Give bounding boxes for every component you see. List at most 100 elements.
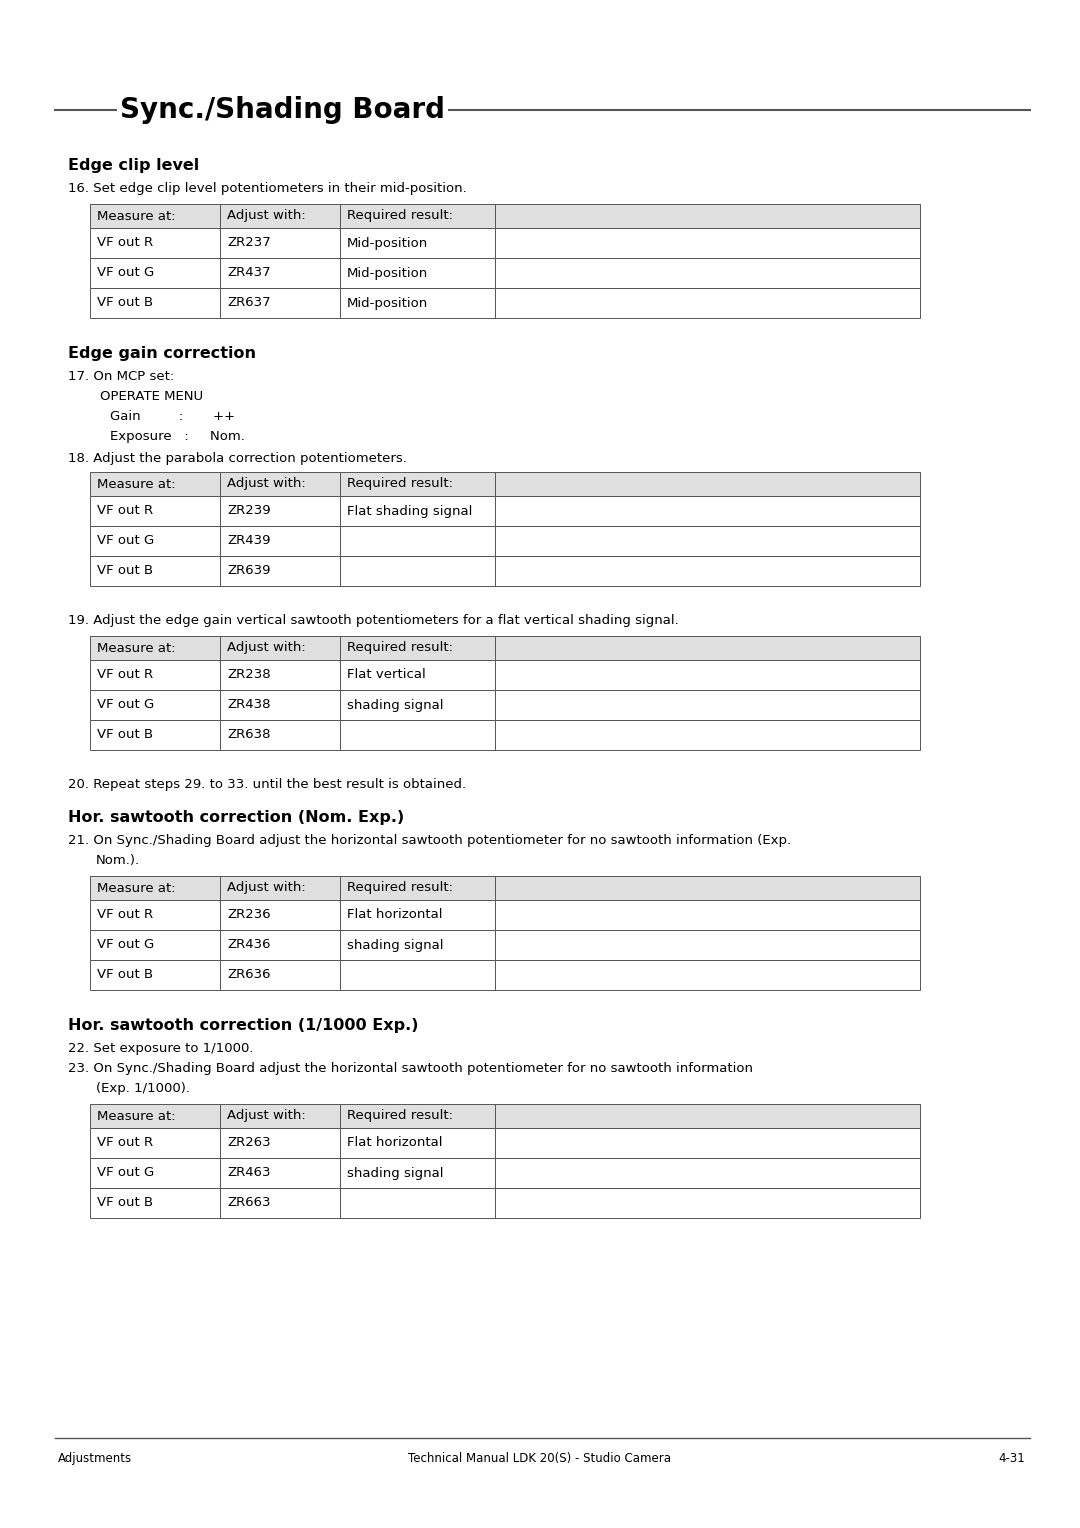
Bar bbox=[90, 526, 220, 556]
Text: ZR636: ZR636 bbox=[227, 969, 270, 981]
Text: Measure at:: Measure at: bbox=[97, 1109, 176, 1123]
Bar bbox=[90, 497, 220, 526]
Text: 22. Set exposure to 1/1000.: 22. Set exposure to 1/1000. bbox=[68, 1042, 254, 1054]
Bar bbox=[90, 876, 220, 900]
Bar bbox=[495, 636, 920, 660]
Bar bbox=[340, 876, 495, 900]
Text: VF out R: VF out R bbox=[97, 237, 153, 249]
Bar bbox=[90, 287, 220, 318]
Text: ZR239: ZR239 bbox=[227, 504, 271, 518]
Bar bbox=[90, 691, 220, 720]
Bar bbox=[220, 636, 340, 660]
Text: Sync./Shading Board: Sync./Shading Board bbox=[120, 96, 445, 124]
Bar bbox=[340, 497, 495, 526]
Text: Flat horizontal: Flat horizontal bbox=[347, 909, 443, 921]
Bar bbox=[90, 556, 220, 587]
Bar bbox=[220, 931, 340, 960]
Text: 21. On Sync./Shading Board adjust the horizontal sawtooth potentiometer for no s: 21. On Sync./Shading Board adjust the ho… bbox=[68, 834, 792, 847]
Bar bbox=[495, 1158, 920, 1187]
Bar bbox=[495, 1128, 920, 1158]
Bar bbox=[90, 720, 220, 750]
Bar bbox=[220, 556, 340, 587]
Text: VF out B: VF out B bbox=[97, 969, 153, 981]
Text: shading signal: shading signal bbox=[347, 1166, 444, 1180]
Text: Required result:: Required result: bbox=[347, 1109, 453, 1123]
Bar bbox=[340, 960, 495, 990]
Bar bbox=[220, 1158, 340, 1187]
Text: Hor. sawtooth correction (1/1000 Exp.): Hor. sawtooth correction (1/1000 Exp.) bbox=[68, 1018, 419, 1033]
Text: 4-31: 4-31 bbox=[998, 1452, 1025, 1465]
Text: VF out G: VF out G bbox=[97, 698, 154, 712]
Bar bbox=[220, 205, 340, 228]
Bar bbox=[340, 720, 495, 750]
Text: Adjust with:: Adjust with: bbox=[227, 642, 306, 654]
Bar bbox=[340, 1105, 495, 1128]
Text: ZR637: ZR637 bbox=[227, 296, 271, 310]
Text: Adjust with:: Adjust with: bbox=[227, 477, 306, 490]
Bar bbox=[90, 636, 220, 660]
Text: VF out G: VF out G bbox=[97, 535, 154, 547]
Bar bbox=[495, 228, 920, 258]
Text: shading signal: shading signal bbox=[347, 698, 444, 712]
Bar bbox=[340, 636, 495, 660]
Text: shading signal: shading signal bbox=[347, 938, 444, 952]
Bar bbox=[495, 931, 920, 960]
Text: Exposure   :     Nom.: Exposure : Nom. bbox=[110, 429, 245, 443]
Text: Required result:: Required result: bbox=[347, 477, 453, 490]
Bar bbox=[495, 1187, 920, 1218]
Bar bbox=[90, 931, 220, 960]
Text: ZR236: ZR236 bbox=[227, 909, 271, 921]
Text: 20. Repeat steps 29. to 33. until the best result is obtained.: 20. Repeat steps 29. to 33. until the be… bbox=[68, 778, 467, 792]
Bar bbox=[220, 472, 340, 497]
Bar bbox=[495, 258, 920, 287]
Bar bbox=[340, 526, 495, 556]
Text: Edge clip level: Edge clip level bbox=[68, 157, 199, 173]
Bar bbox=[220, 287, 340, 318]
Text: Required result:: Required result: bbox=[347, 882, 453, 894]
Text: Mid-position: Mid-position bbox=[347, 266, 429, 280]
Text: Measure at:: Measure at: bbox=[97, 882, 176, 894]
Text: VF out B: VF out B bbox=[97, 729, 153, 741]
Text: 17. On MCP set:: 17. On MCP set: bbox=[68, 370, 174, 384]
Text: 16. Set edge clip level potentiometers in their mid-position.: 16. Set edge clip level potentiometers i… bbox=[68, 182, 467, 196]
Text: VF out G: VF out G bbox=[97, 938, 154, 952]
Bar bbox=[220, 691, 340, 720]
Text: ZR439: ZR439 bbox=[227, 535, 270, 547]
Text: Required result:: Required result: bbox=[347, 642, 453, 654]
Text: 19. Adjust the edge gain vertical sawtooth potentiometers for a flat vertical sh: 19. Adjust the edge gain vertical sawtoo… bbox=[68, 614, 678, 626]
Bar bbox=[340, 660, 495, 691]
Bar bbox=[220, 497, 340, 526]
Text: ZR663: ZR663 bbox=[227, 1196, 270, 1210]
Bar bbox=[495, 287, 920, 318]
Bar bbox=[495, 556, 920, 587]
Bar bbox=[90, 472, 220, 497]
Bar bbox=[90, 258, 220, 287]
Bar bbox=[340, 287, 495, 318]
Text: Adjust with:: Adjust with: bbox=[227, 209, 306, 223]
Text: Adjustments: Adjustments bbox=[58, 1452, 132, 1465]
Bar bbox=[495, 691, 920, 720]
Text: Measure at:: Measure at: bbox=[97, 477, 176, 490]
Bar bbox=[495, 1105, 920, 1128]
Bar bbox=[495, 472, 920, 497]
Bar bbox=[90, 1128, 220, 1158]
Bar bbox=[495, 526, 920, 556]
Bar bbox=[220, 1187, 340, 1218]
Text: Required result:: Required result: bbox=[347, 209, 453, 223]
Bar bbox=[495, 900, 920, 931]
Text: VF out R: VF out R bbox=[97, 669, 153, 681]
Text: Flat vertical: Flat vertical bbox=[347, 669, 426, 681]
Text: VF out B: VF out B bbox=[97, 296, 153, 310]
Bar bbox=[340, 258, 495, 287]
Text: VF out B: VF out B bbox=[97, 564, 153, 578]
Text: VF out R: VF out R bbox=[97, 504, 153, 518]
Bar bbox=[495, 876, 920, 900]
Bar bbox=[495, 720, 920, 750]
Bar bbox=[495, 205, 920, 228]
Bar bbox=[90, 660, 220, 691]
Text: VF out B: VF out B bbox=[97, 1196, 153, 1210]
Bar bbox=[340, 205, 495, 228]
Bar bbox=[220, 900, 340, 931]
Text: Mid-position: Mid-position bbox=[347, 296, 429, 310]
Text: OPERATE MENU: OPERATE MENU bbox=[100, 390, 203, 403]
